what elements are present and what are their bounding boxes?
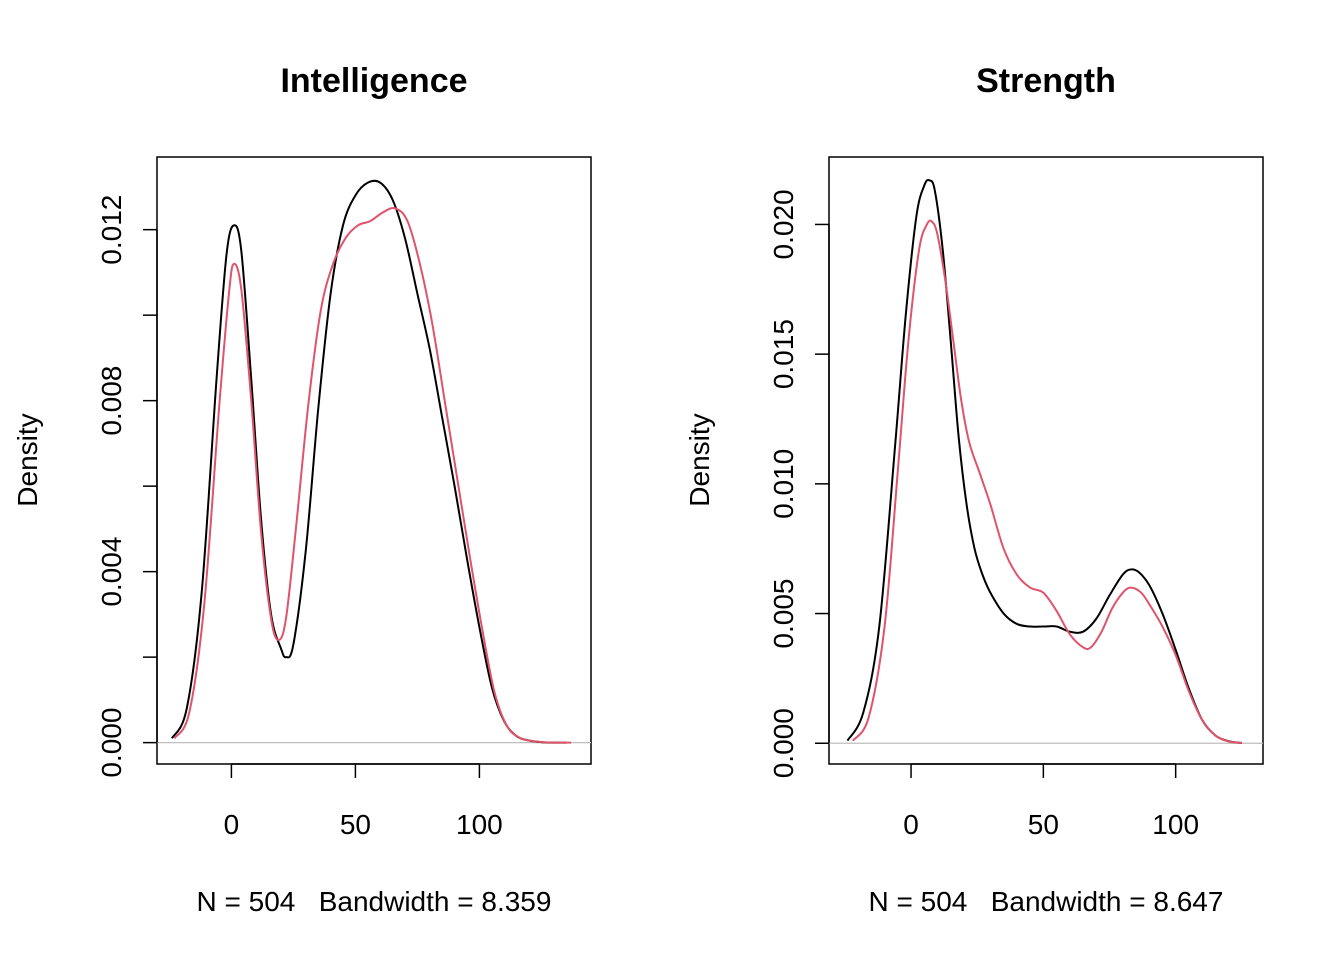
panel-intelligence: Intelligence Density N = 504 Bandwidth =… [12, 62, 592, 917]
x-tick-label: 100 [456, 809, 503, 840]
y-axis-label: Density [12, 413, 43, 506]
marks: 0 50 100 0.000 0.004 0.008 0.012 [96, 179, 591, 840]
x-tick-label: 0 [224, 809, 240, 840]
marks: 0 50 100 0.000 0.005 0.010 0.015 0.020 [768, 178, 1263, 840]
y-tick-label: 0.020 [768, 189, 799, 259]
y-tick-label: 0.015 [768, 319, 799, 389]
panel-strength: Strength Density N = 504 Bandwidth = 8.6… [684, 62, 1264, 917]
x-axis-label: N = 504 Bandwidth = 8.359 [197, 886, 552, 917]
density-line-black [846, 178, 1242, 744]
chart-title: Strength [976, 62, 1116, 100]
y-tick-label: 0.004 [96, 537, 127, 607]
y-tick-label: 0.000 [768, 708, 799, 778]
x-tick-label: 50 [1028, 809, 1059, 840]
y-tick-label: 0.010 [768, 449, 799, 519]
density-line-red [173, 206, 572, 744]
density-line-black [170, 179, 567, 744]
x-axis-label: N = 504 Bandwidth = 8.647 [869, 886, 1224, 917]
chart-title: Intelligence [280, 62, 467, 100]
y-tick-label: 0.012 [96, 195, 127, 265]
x-tick-label: 100 [1152, 809, 1199, 840]
plot-frame [156, 156, 592, 765]
x-tick-label: 0 [903, 809, 919, 840]
y-tick-label: 0.005 [768, 579, 799, 649]
y-axis-label: Density [684, 413, 715, 506]
density-line-red [851, 219, 1242, 744]
y-tick-label: 0.000 [96, 708, 127, 778]
y-tick-label: 0.008 [96, 366, 127, 436]
x-tick-label: 50 [340, 809, 371, 840]
